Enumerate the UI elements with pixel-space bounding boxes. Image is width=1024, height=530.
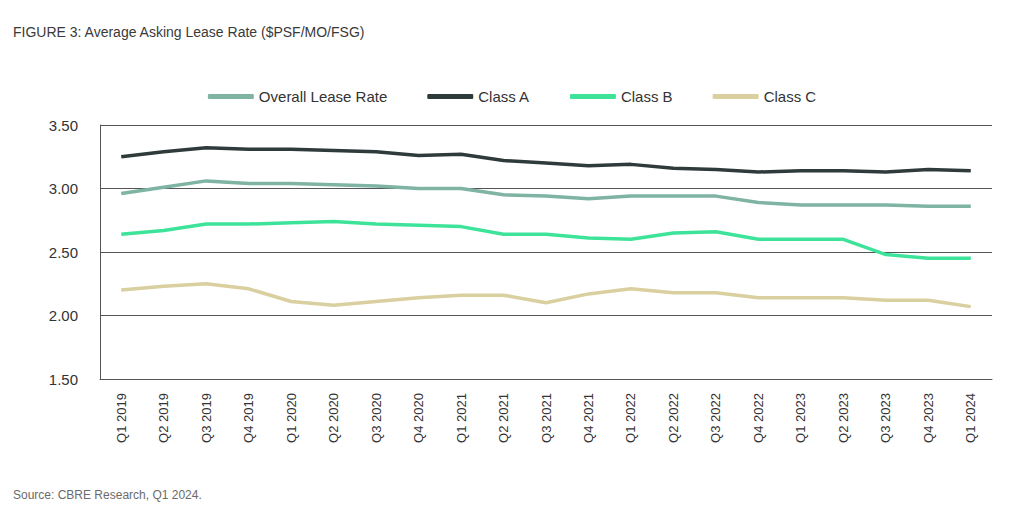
svg-text:Source: CBRE Research, Q1 2024: Source: CBRE Research, Q1 2024.: [13, 488, 202, 502]
svg-text:Q1 2019: Q1 2019: [114, 393, 129, 443]
svg-text:Q1 2022: Q1 2022: [623, 393, 638, 443]
svg-text:Q4 2020: Q4 2020: [411, 393, 426, 443]
svg-text:Class B: Class B: [621, 88, 673, 105]
svg-text:1.50: 1.50: [49, 371, 78, 388]
svg-text:Q3 2019: Q3 2019: [199, 393, 214, 443]
svg-text:Class C: Class C: [764, 88, 817, 105]
svg-text:Class A: Class A: [478, 88, 529, 105]
svg-text:Q3 2023: Q3 2023: [878, 393, 893, 443]
svg-text:Q4 2023: Q4 2023: [921, 393, 936, 443]
svg-text:Q2 2020: Q2 2020: [326, 393, 341, 443]
svg-text:Q3 2021: Q3 2021: [539, 393, 554, 443]
svg-text:FIGURE 3: Average Asking Lease: FIGURE 3: Average Asking Lease Rate ($PS…: [13, 24, 364, 40]
svg-text:Q2 2023: Q2 2023: [836, 393, 851, 443]
svg-text:Overall Lease Rate: Overall Lease Rate: [259, 88, 387, 105]
svg-text:Q4 2022: Q4 2022: [751, 393, 766, 443]
svg-text:Q1 2020: Q1 2020: [284, 393, 299, 443]
svg-text:Q4 2021: Q4 2021: [581, 393, 596, 443]
svg-text:Q1 2023: Q1 2023: [793, 393, 808, 443]
svg-text:3.00: 3.00: [49, 180, 78, 197]
svg-text:3.50: 3.50: [49, 117, 78, 134]
svg-text:Q2 2021: Q2 2021: [496, 393, 511, 443]
svg-text:Q3 2020: Q3 2020: [369, 393, 384, 443]
svg-text:Q3 2022: Q3 2022: [708, 393, 723, 443]
svg-text:Q2 2019: Q2 2019: [156, 393, 171, 443]
svg-text:2.00: 2.00: [49, 307, 78, 324]
svg-text:Q2 2022: Q2 2022: [666, 393, 681, 443]
svg-text:Q4 2019: Q4 2019: [241, 393, 256, 443]
svg-text:Q1 2021: Q1 2021: [454, 393, 469, 443]
svg-text:2.50: 2.50: [49, 244, 78, 261]
svg-text:Q1 2024: Q1 2024: [963, 393, 978, 443]
